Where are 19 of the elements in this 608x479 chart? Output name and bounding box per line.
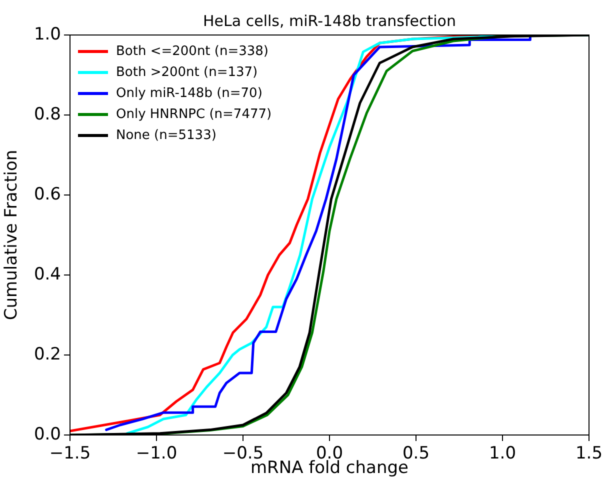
y-tick-label: 0.6 [34, 184, 61, 204]
x-tick-label: 1.5 [575, 444, 603, 464]
y-tick-label: 0.0 [34, 424, 61, 444]
legend-label: Both >200nt (n=137) [116, 64, 258, 82]
x-tick-label: −0.5 [222, 444, 264, 464]
legend-label: None (n=5133) [116, 127, 216, 145]
y-tick-label: 0.8 [34, 104, 61, 124]
x-tick-label: 1.0 [488, 444, 516, 464]
chart-title: HeLa cells, miR-148b transfection [202, 12, 457, 30]
x-tick-label: −1.5 [49, 444, 91, 464]
y-tick-label: 0.2 [34, 344, 61, 364]
x-tick-label: 0.5 [402, 444, 430, 464]
y-axis-title: Cumulative Fraction [2, 150, 22, 320]
y-tick-label: 1.0 [34, 24, 61, 44]
y-tick-label: 0.4 [34, 264, 61, 284]
x-tick-label: −1.0 [136, 444, 178, 464]
legend-label: Both <=200nt (n=338) [116, 43, 268, 61]
legend-label: Only miR-148b (n=70) [116, 85, 262, 103]
legend-label: Only HNRNPC (n=7477) [116, 106, 272, 124]
